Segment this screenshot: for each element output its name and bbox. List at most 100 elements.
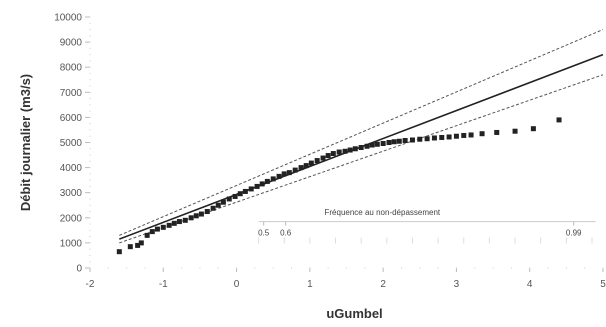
y-minor-dot bbox=[89, 72, 91, 74]
data-point bbox=[314, 158, 320, 164]
y-minor-dot bbox=[89, 47, 91, 49]
data-point bbox=[512, 128, 518, 134]
x-minor-dot bbox=[126, 267, 128, 269]
y-minor-dot bbox=[89, 154, 91, 156]
y-minor-dot bbox=[89, 229, 91, 231]
y-minor-dot bbox=[89, 167, 91, 169]
inset-frequency-axis: Fréquence au non-dépassement 0.5 0.6 0.99 bbox=[258, 208, 596, 244]
y-minor-dot bbox=[89, 91, 91, 93]
data-point bbox=[135, 242, 141, 248]
y-minor-dot bbox=[89, 204, 91, 206]
y-minor-dot bbox=[89, 242, 91, 244]
data-point bbox=[453, 133, 459, 139]
x-minor-dot bbox=[346, 267, 347, 269]
data-point bbox=[144, 232, 150, 238]
x-minor-dot bbox=[309, 267, 311, 269]
data-point bbox=[325, 153, 331, 159]
data-point bbox=[409, 137, 415, 143]
data-point bbox=[188, 215, 194, 221]
x-tick-label: 0 bbox=[234, 279, 240, 290]
data-point bbox=[468, 132, 474, 138]
data-point bbox=[254, 183, 260, 189]
data-point bbox=[127, 244, 133, 250]
data-point bbox=[380, 141, 386, 147]
x-minor-dot bbox=[291, 267, 293, 269]
upper-bound-line bbox=[119, 29, 604, 236]
y-minor-dot bbox=[89, 16, 91, 18]
x-tick-label: 2 bbox=[380, 279, 386, 290]
x-minor-dot bbox=[419, 267, 421, 269]
data-point bbox=[330, 151, 336, 157]
plot-area bbox=[116, 29, 604, 255]
data-point bbox=[226, 196, 232, 202]
y-minor-dot bbox=[89, 223, 91, 225]
y-minor-dot bbox=[89, 79, 91, 81]
data-point bbox=[369, 142, 375, 148]
x-minor-dot bbox=[217, 267, 219, 269]
x-minor-dot bbox=[400, 267, 402, 269]
data-point bbox=[248, 186, 254, 192]
y-minor-dot bbox=[89, 211, 91, 213]
data-point bbox=[494, 129, 500, 135]
x-minor-dot bbox=[474, 267, 476, 269]
data-point bbox=[220, 199, 226, 205]
data-point bbox=[396, 138, 402, 144]
x-minor-dot bbox=[547, 267, 549, 269]
x-minor-dot bbox=[144, 267, 146, 269]
data-point bbox=[198, 211, 204, 217]
data-point bbox=[352, 146, 358, 152]
y-minor-dot bbox=[89, 173, 91, 175]
x-minor-dot bbox=[529, 267, 531, 269]
data-point bbox=[281, 171, 287, 177]
data-point bbox=[160, 224, 166, 230]
inset-axis-title: Fréquence au non-dépassement bbox=[325, 208, 441, 217]
y-tick-label: 2000 bbox=[60, 213, 83, 224]
data-point bbox=[530, 126, 536, 132]
y-minor-dot bbox=[89, 22, 91, 24]
data-point bbox=[391, 139, 397, 145]
y-minor-dot bbox=[89, 85, 91, 87]
y-minor-dot bbox=[89, 185, 91, 187]
data-point bbox=[166, 222, 172, 228]
y-minor-dot bbox=[89, 41, 91, 43]
y-axis-ticks: 0 1000 2000 3000 4000 5000 6000 7000 8000 9000 100… bbox=[54, 13, 91, 275]
x-minor-dot bbox=[254, 267, 256, 269]
x-minor-dot bbox=[602, 267, 604, 269]
data-point bbox=[286, 170, 292, 176]
x-tick-label: 3 bbox=[454, 279, 460, 290]
x-tick-label: 1 bbox=[307, 279, 313, 290]
y-tick-label: 3000 bbox=[60, 188, 83, 199]
y-minor-dot bbox=[89, 261, 91, 263]
x-tick-label: -1 bbox=[159, 279, 168, 290]
x-minor-dot bbox=[437, 267, 439, 269]
data-point bbox=[176, 219, 182, 225]
y-tick-label: 5000 bbox=[60, 138, 83, 149]
data-point bbox=[342, 148, 348, 154]
data-point bbox=[402, 137, 408, 143]
y-tick-label: 9000 bbox=[60, 38, 83, 49]
data-point bbox=[461, 132, 467, 138]
inset-tick-label: 0.99 bbox=[566, 229, 582, 238]
data-point bbox=[264, 178, 270, 184]
data-point bbox=[138, 240, 144, 246]
data-point bbox=[276, 173, 282, 179]
data-point bbox=[154, 226, 160, 232]
y-minor-dot bbox=[89, 148, 91, 150]
y-tick-label: 6000 bbox=[60, 113, 83, 124]
data-point bbox=[242, 188, 248, 194]
y-minor-dot bbox=[89, 129, 91, 131]
data-point bbox=[374, 141, 380, 147]
data-point bbox=[358, 145, 364, 151]
data-point bbox=[320, 155, 326, 161]
y-minor-dot bbox=[89, 142, 91, 143]
data-point bbox=[446, 134, 452, 140]
y-minor-dot bbox=[89, 236, 91, 238]
y-tick-label: 4000 bbox=[60, 163, 83, 174]
x-minor-dot bbox=[455, 267, 457, 269]
y-tick-label: 8000 bbox=[60, 63, 83, 74]
y-minor-dot bbox=[89, 116, 91, 118]
data-point bbox=[417, 136, 423, 142]
data-point bbox=[116, 249, 122, 255]
y-tick-label: 1000 bbox=[60, 238, 83, 249]
x-minor-dot bbox=[584, 267, 586, 269]
